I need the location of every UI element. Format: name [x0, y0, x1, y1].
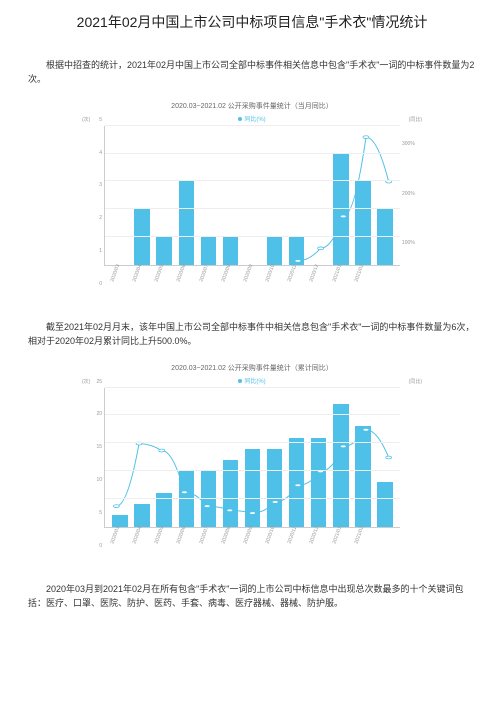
- chart-1: 2020.03~2021.02 公开采购事件量统计（当月同比） 同比(%) (次…: [28, 101, 476, 290]
- chart-1-plot: [104, 126, 400, 266]
- chart-2-right-unit: (同比): [409, 378, 422, 385]
- chart-2-xaxis: 2020/032020/042020/052020/062020/072020/…: [104, 528, 400, 552]
- chart-1-yaxis-right: 100%200%300%: [402, 126, 422, 290]
- bar: [289, 237, 304, 265]
- bar: [156, 237, 171, 265]
- paragraph-1: 根据中招查的统计，2021年02月中国上市公司全部中标事件相关信息中包含"手术衣…: [28, 58, 476, 87]
- bar: [311, 438, 326, 527]
- page-title: 2021年02月中国上市公司中标项目信息"手术衣"情况统计: [28, 12, 476, 32]
- bar: [355, 181, 370, 264]
- bar: [134, 504, 149, 526]
- paragraph-2: 截至2021年02月月末，该年中国上市公司全部中标事件中相关信息包含"手术衣"一…: [28, 320, 476, 349]
- chart-2: 2020.03~2021.02 公开采购事件量统计（累计同比） 同比(%) (次…: [28, 363, 476, 552]
- chart-2-plot: [104, 388, 400, 528]
- x-label: [375, 523, 405, 552]
- bar: [134, 209, 149, 265]
- chart-2-yaxis-left: 0510152025: [82, 388, 102, 552]
- bar: [333, 154, 348, 265]
- chart-2-yaxis-right: [402, 388, 422, 552]
- bar: [333, 404, 348, 526]
- chart-2-title: 2020.03~2021.02 公开采购事件量统计（累计同比）: [28, 363, 476, 373]
- chart-1-xaxis: 2020/032020/042020/052020/062020/072020/…: [104, 266, 400, 290]
- bar: [377, 482, 392, 526]
- bar: [179, 181, 194, 264]
- bar: [223, 237, 238, 265]
- chart-1-area: (次) (同比) 012345 100%200%300% 2020/032020…: [82, 126, 422, 290]
- chart-1-title: 2020.03~2021.02 公开采购事件量统计（当月同比）: [28, 101, 476, 111]
- bar: [377, 209, 392, 265]
- bar: [201, 471, 216, 527]
- paragraph-3: 2020年03月到2021年02月在所有包含"手术衣"一词的上市公司中标信息中出…: [28, 582, 476, 611]
- chart-2-area: (次) (同比) 0510152025 2020/032020/042020/0…: [82, 388, 422, 552]
- chart-1-yaxis-left: 012345: [82, 126, 102, 290]
- bar: [267, 449, 282, 527]
- bar: [245, 449, 260, 527]
- bar: [179, 471, 194, 527]
- bar: [289, 438, 304, 527]
- bar: [201, 237, 216, 265]
- bar: [267, 237, 282, 265]
- chart-1-right-unit: (同比): [409, 116, 422, 123]
- x-label: [375, 262, 405, 291]
